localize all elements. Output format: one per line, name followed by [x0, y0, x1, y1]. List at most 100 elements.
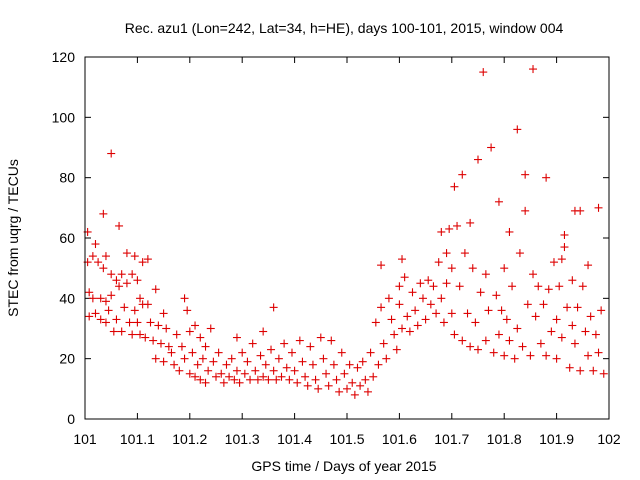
x-tick-label: 101.4 — [277, 431, 312, 447]
data-point — [468, 264, 477, 273]
data-point — [188, 348, 197, 357]
data-point — [599, 369, 608, 378]
data-point — [112, 276, 121, 285]
data-point — [416, 279, 425, 288]
data-point — [426, 300, 435, 309]
data-point — [591, 330, 600, 339]
data-point — [94, 258, 103, 267]
data-point — [115, 282, 124, 291]
data-point — [85, 312, 94, 321]
data-point — [356, 381, 365, 390]
data-point — [584, 261, 593, 270]
data-point — [474, 345, 482, 354]
data-point — [232, 366, 241, 375]
x-tick-label: 102 — [597, 431, 621, 447]
data-point — [225, 372, 234, 381]
data-point — [151, 285, 160, 294]
chart-title: Rec. azu1 (Lon=242, Lat=34, h=HE), days … — [125, 20, 564, 36]
data-point — [206, 324, 215, 333]
data-point — [198, 354, 207, 363]
data-point — [267, 345, 276, 354]
data-point — [201, 342, 210, 351]
data-point — [107, 270, 116, 279]
data-point — [314, 384, 323, 393]
data-point — [424, 276, 433, 285]
data-point — [136, 330, 145, 339]
data-point — [162, 324, 171, 333]
data-points — [83, 65, 608, 399]
data-point — [238, 348, 247, 357]
data-point — [259, 372, 268, 381]
data-point — [146, 318, 155, 327]
data-point — [204, 366, 213, 375]
data-point — [589, 366, 598, 375]
data-point — [217, 369, 226, 378]
data-point — [505, 336, 514, 345]
data-point — [494, 330, 503, 339]
data-point — [439, 318, 448, 327]
data-point — [280, 339, 289, 348]
data-point — [398, 324, 407, 333]
data-point — [492, 291, 501, 300]
data-point — [109, 327, 118, 336]
data-point — [327, 336, 336, 345]
data-point — [573, 303, 582, 312]
data-point — [453, 221, 462, 230]
data-point — [201, 378, 210, 387]
data-point — [156, 339, 165, 348]
plot-frame — [84, 56, 610, 420]
data-point — [534, 282, 543, 291]
data-point — [361, 375, 370, 384]
x-tick-label: 101.3 — [225, 431, 260, 447]
data-point — [101, 318, 110, 327]
data-point — [183, 306, 192, 315]
data-point — [180, 354, 189, 363]
data-point — [458, 170, 467, 179]
data-point — [298, 357, 307, 366]
data-point — [500, 351, 509, 360]
data-point — [290, 366, 299, 375]
data-point — [96, 294, 105, 303]
data-point — [303, 381, 312, 390]
data-point — [366, 348, 375, 357]
x-tick-label: 101.1 — [120, 431, 155, 447]
data-point — [350, 390, 359, 399]
y-tick-label: 100 — [52, 109, 76, 125]
data-point — [117, 327, 126, 336]
data-point — [529, 270, 538, 279]
y-tick-label: 120 — [52, 49, 76, 65]
data-point — [243, 357, 252, 366]
data-point — [269, 303, 278, 312]
data-point — [115, 221, 124, 230]
data-point — [248, 339, 257, 348]
data-point — [185, 327, 194, 336]
data-point — [597, 306, 606, 315]
data-point — [547, 327, 556, 336]
data-point — [154, 321, 163, 330]
data-point — [502, 315, 511, 324]
data-point — [141, 333, 150, 342]
data-point — [358, 357, 367, 366]
data-point — [285, 375, 294, 384]
data-point — [513, 125, 522, 134]
data-point — [487, 143, 496, 152]
data-point — [329, 360, 338, 369]
data-point — [586, 312, 595, 321]
data-point — [214, 348, 223, 357]
data-point — [219, 378, 228, 387]
data-point — [227, 354, 236, 363]
data-point — [557, 333, 566, 342]
data-point — [518, 342, 527, 351]
data-point — [542, 351, 551, 360]
data-point — [274, 354, 283, 363]
data-point — [500, 264, 509, 273]
data-point — [458, 336, 467, 345]
data-point — [88, 252, 97, 261]
data-point — [269, 366, 278, 375]
data-point — [88, 294, 97, 303]
data-point — [301, 372, 310, 381]
x-tick-labels: 101 101.1 101.2 101.3 101.4 101.5 101.6 101.7 10… — [73, 431, 621, 447]
data-point — [471, 318, 480, 327]
data-point — [450, 182, 459, 191]
data-point — [510, 354, 519, 363]
